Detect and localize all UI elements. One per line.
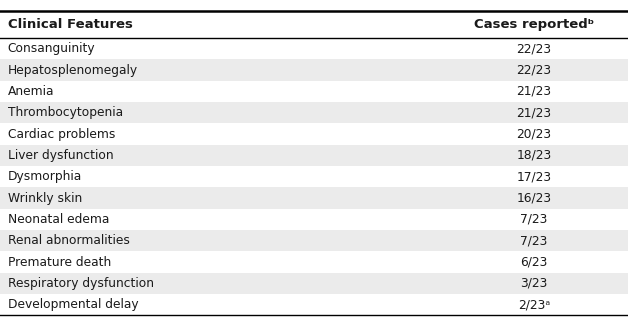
Text: 20/23: 20/23	[516, 127, 551, 140]
Text: Cases reportedᵇ: Cases reportedᵇ	[474, 18, 594, 31]
Text: 18/23: 18/23	[516, 149, 551, 162]
Text: 7/23: 7/23	[520, 213, 548, 226]
Text: 22/23: 22/23	[516, 42, 551, 55]
Bar	[0, 102, 628, 123]
Text: 22/23: 22/23	[516, 63, 551, 76]
Text: 21/23: 21/23	[516, 85, 551, 98]
Text: Developmental delay: Developmental delay	[8, 298, 138, 311]
Text: Premature death: Premature death	[8, 256, 111, 268]
Text: Wrinkly skin: Wrinkly skin	[8, 191, 82, 204]
Text: Thrombocytopenia: Thrombocytopenia	[8, 106, 122, 119]
Text: 17/23: 17/23	[516, 170, 551, 183]
Text: 21/23: 21/23	[516, 106, 551, 119]
Bar	[0, 145, 628, 166]
Text: Respiratory dysfunction: Respiratory dysfunction	[8, 277, 153, 290]
Bar	[0, 273, 628, 294]
Text: Cardiac problems: Cardiac problems	[8, 127, 115, 140]
Text: Anemia: Anemia	[8, 85, 54, 98]
Text: Consanguinity: Consanguinity	[8, 42, 95, 55]
Text: Neonatal edema: Neonatal edema	[8, 213, 109, 226]
Text: Dysmorphia: Dysmorphia	[8, 170, 82, 183]
Text: 16/23: 16/23	[516, 191, 551, 204]
Text: Hepatosplenomegaly: Hepatosplenomegaly	[8, 63, 138, 76]
Text: 2/23ᵃ: 2/23ᵃ	[517, 298, 550, 311]
Bar	[0, 187, 628, 209]
Text: 7/23: 7/23	[520, 234, 548, 247]
Text: 6/23: 6/23	[520, 256, 548, 268]
Text: Liver dysfunction: Liver dysfunction	[8, 149, 113, 162]
Text: Clinical Features: Clinical Features	[8, 18, 133, 31]
Text: 3/23: 3/23	[520, 277, 548, 290]
Bar	[0, 230, 628, 251]
Bar	[0, 59, 628, 81]
Text: Renal abnormalities: Renal abnormalities	[8, 234, 129, 247]
